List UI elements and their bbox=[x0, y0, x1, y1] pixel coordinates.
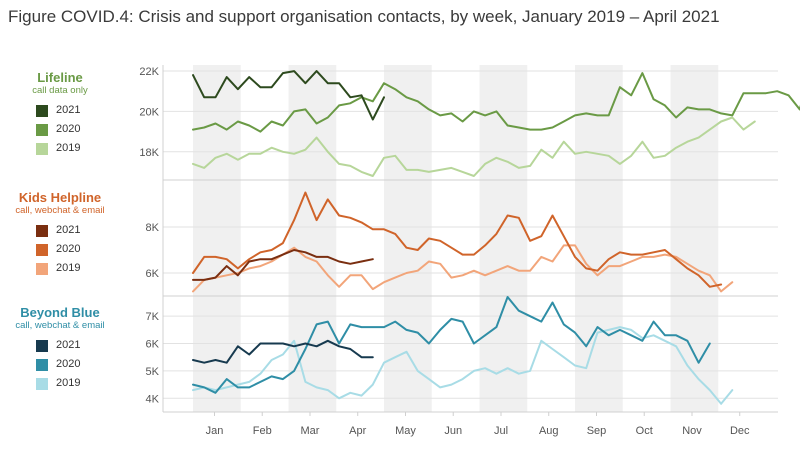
swatch-kids-helpline-2021 bbox=[36, 225, 48, 237]
month-band bbox=[288, 65, 337, 412]
legend-lifeline: Lifeline call data only 2021 2020 2019 bbox=[4, 70, 116, 159]
y-tick-label: 5K bbox=[146, 366, 160, 378]
figure-title: Figure COVID.4: Crisis and support organ… bbox=[8, 7, 720, 26]
swatch-beyond-blue-2019 bbox=[36, 378, 48, 390]
x-tick-label: Jun bbox=[444, 425, 462, 437]
swatch-kids-helpline-2020 bbox=[36, 244, 48, 256]
series-line-2020 bbox=[192, 191, 723, 288]
x-tick-label: Nov bbox=[682, 425, 702, 437]
x-tick-label: Jan bbox=[206, 425, 224, 437]
legend-item-beyond-blue-2021: 2021 bbox=[4, 337, 116, 356]
series-line-2019 bbox=[192, 116, 756, 177]
legend-item-lifeline-2020: 2020 bbox=[4, 121, 116, 140]
legend-subtitle-lifeline: call data only bbox=[32, 85, 88, 96]
legend-label: 2021 bbox=[56, 339, 81, 351]
legend-label: 2019 bbox=[56, 377, 81, 389]
x-tick-label: Dec bbox=[730, 425, 750, 437]
legend-item-kids-helpline-2019: 2019 bbox=[4, 260, 116, 279]
series-line-2021 bbox=[192, 70, 385, 121]
legend-item-lifeline-2021: 2021 bbox=[4, 102, 116, 121]
swatch-lifeline-2021 bbox=[36, 105, 48, 117]
x-tick-label: Feb bbox=[253, 425, 272, 437]
x-tick-label: Mar bbox=[301, 425, 320, 437]
legend-item-kids-helpline-2020: 2020 bbox=[4, 241, 116, 260]
legend-label: 2020 bbox=[56, 358, 81, 370]
legend-beyond-blue: Beyond Blue call, webchat & email 2021 2… bbox=[4, 305, 116, 394]
legend-label: 2021 bbox=[56, 104, 81, 116]
series-line-2020 bbox=[192, 72, 800, 133]
swatch-beyond-blue-2020 bbox=[36, 359, 48, 371]
legend-subtitle-beyond-blue: call, webchat & email bbox=[15, 320, 105, 331]
legend-label: 2019 bbox=[56, 262, 81, 274]
y-tick-label: 7K bbox=[146, 311, 160, 323]
x-tick-label: Oct bbox=[636, 425, 653, 437]
x-tick-label: Jul bbox=[494, 425, 508, 437]
x-tick-label: Aug bbox=[539, 425, 559, 437]
y-tick-label: 6K bbox=[146, 268, 160, 280]
series-line-2021 bbox=[192, 249, 374, 281]
month-band bbox=[479, 65, 528, 412]
legend-title-beyond-blue: Beyond Blue bbox=[20, 305, 100, 320]
legend-label: 2020 bbox=[56, 243, 81, 255]
swatch-kids-helpline-2019 bbox=[36, 263, 48, 275]
y-tick-label: 4K bbox=[146, 393, 160, 405]
x-tick-label: Apr bbox=[349, 425, 366, 437]
y-tick-label: 8K bbox=[146, 222, 160, 234]
legend-title-lifeline: Lifeline bbox=[37, 70, 83, 85]
legend-kids-helpline: Kids Helpline call, webchat & email 2021… bbox=[4, 190, 116, 279]
y-tick-label: 6K bbox=[146, 339, 160, 351]
y-tick-label: 20K bbox=[139, 106, 159, 118]
legend-item-beyond-blue-2020: 2020 bbox=[4, 356, 116, 375]
y-tick-label: 22K bbox=[139, 66, 159, 78]
legend-subtitle-kids-helpline: call, webchat & email bbox=[15, 205, 105, 216]
legend-item-lifeline-2019: 2019 bbox=[4, 140, 116, 159]
legend-label: 2021 bbox=[56, 224, 81, 236]
x-tick-label: May bbox=[395, 425, 416, 437]
legend-item-kids-helpline-2021: 2021 bbox=[4, 222, 116, 241]
series-line-2019 bbox=[192, 326, 734, 405]
x-tick-label: Sep bbox=[587, 425, 607, 437]
swatch-lifeline-2020 bbox=[36, 124, 48, 136]
swatch-beyond-blue-2021 bbox=[36, 340, 48, 352]
legend-title-kids-helpline: Kids Helpline bbox=[18, 190, 102, 205]
series-line-2021 bbox=[192, 339, 374, 364]
swatch-lifeline-2019 bbox=[36, 143, 48, 155]
legend-item-beyond-blue-2019: 2019 bbox=[4, 375, 116, 394]
legend-label: 2020 bbox=[56, 123, 81, 135]
y-tick-label: 18K bbox=[139, 147, 159, 159]
month-band bbox=[575, 65, 623, 412]
legend-label: 2019 bbox=[56, 142, 81, 154]
series-line-2020 bbox=[192, 296, 711, 394]
